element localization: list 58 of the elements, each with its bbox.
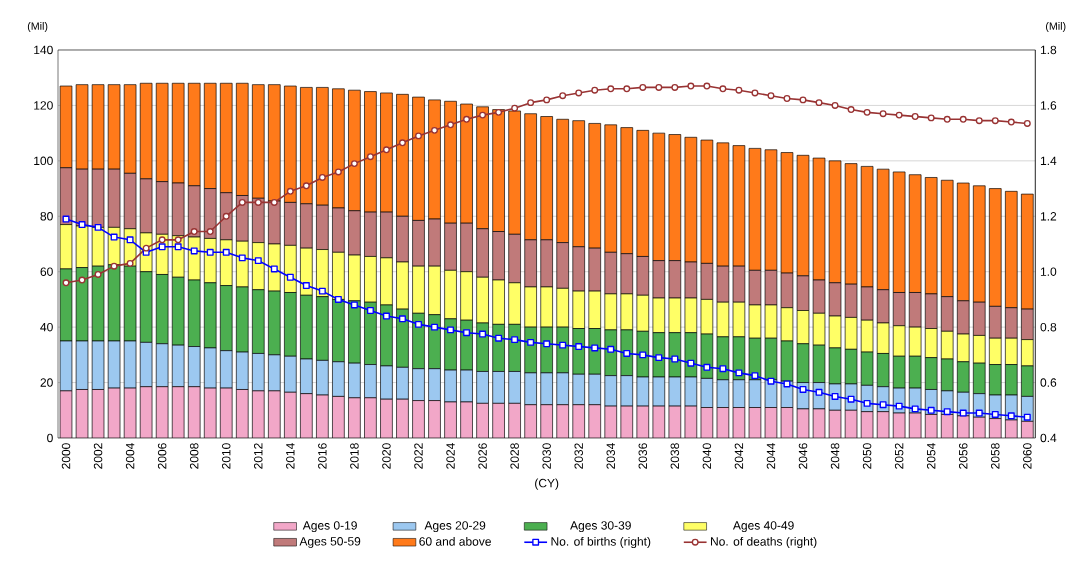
x-axis-title: (CY) — [535, 478, 559, 490]
y2-tick-label: 0.6 — [1040, 378, 1057, 387]
x-tick-label: 2024 — [446, 443, 455, 469]
y2-tick-label: 0.8 — [1040, 322, 1057, 332]
x-tick-label: 2060 — [1023, 443, 1032, 469]
x-tick-label: 2028 — [510, 443, 519, 469]
x-tick-label: 2040 — [702, 443, 712, 469]
y2-tick-label: 1.6 — [1040, 101, 1057, 110]
y-tick-label: 60 — [40, 267, 53, 276]
y-tick-label: 120 — [34, 101, 53, 110]
y-axis-title: (Mil) — [27, 22, 48, 32]
y2-axis-title: (Mil) — [1046, 22, 1066, 32]
x-tick-label: 2006 — [157, 443, 167, 469]
x-tick-label: 2036 — [638, 443, 648, 469]
x-tick-label: 2034 — [606, 443, 616, 469]
x-tick-label: 2016 — [318, 443, 327, 469]
x-tick-label: 2054 — [926, 443, 936, 469]
y2-tick-label: 0.4 — [1040, 433, 1057, 443]
x-tick-label: 2002 — [93, 443, 103, 469]
x-tick-label: 2010 — [221, 443, 231, 469]
y-tick-label: 20 — [40, 378, 53, 387]
x-tick-label: 2026 — [478, 443, 487, 469]
x-tick-label: 2042 — [734, 443, 744, 469]
y2-tick-label: 1.8 — [1040, 45, 1057, 55]
x-tick-label: 2022 — [414, 443, 423, 469]
x-tick-label: 2012 — [254, 443, 263, 469]
y-tick-label: 0 — [47, 433, 53, 443]
x-tick-label: 2044 — [766, 443, 776, 469]
x-tick-label: 2030 — [542, 443, 551, 469]
x-tick-label: 2008 — [189, 443, 199, 469]
x-tick-label: 2004 — [125, 443, 135, 469]
legend-label: Ages 30-39 — [570, 521, 631, 533]
y-tick-label: 140 — [34, 45, 53, 55]
legend-label: Ages 20-29 — [424, 521, 486, 533]
legend-label: 60 and above — [419, 536, 491, 546]
y2-tick-label: 1.0 — [1040, 267, 1057, 276]
x-tick-label: 2052 — [894, 443, 904, 469]
x-tick-label: 2018 — [350, 443, 359, 469]
legend-label: Ages 50-59 — [299, 537, 361, 548]
x-tick-label: 2038 — [670, 443, 680, 469]
legend-label: Ages 0-19 — [302, 521, 357, 533]
x-tick-label: 2020 — [382, 443, 391, 469]
x-tick-label: 2014 — [286, 443, 295, 469]
legend-label: Ages 40-49 — [732, 521, 794, 533]
legend-label: No. of births (right) — [551, 536, 651, 549]
y-tick-label: 100 — [34, 156, 53, 166]
x-tick-label: 2046 — [798, 443, 808, 469]
y-tick-label: 80 — [40, 212, 53, 221]
legend-label: No. of deaths (right) — [711, 536, 817, 549]
x-tick-label: 2050 — [862, 443, 872, 469]
x-tick-label: 2000 — [61, 443, 71, 469]
x-tick-label: 2058 — [991, 443, 1000, 469]
y-tick-label: 40 — [40, 322, 53, 332]
x-tick-label: 2032 — [574, 443, 583, 469]
y2-tick-label: 1.2 — [1040, 212, 1057, 221]
y2-tick-label: 1.4 — [1040, 156, 1057, 165]
x-tick-label: 2056 — [958, 443, 968, 469]
x-tick-label: 2048 — [830, 443, 840, 469]
